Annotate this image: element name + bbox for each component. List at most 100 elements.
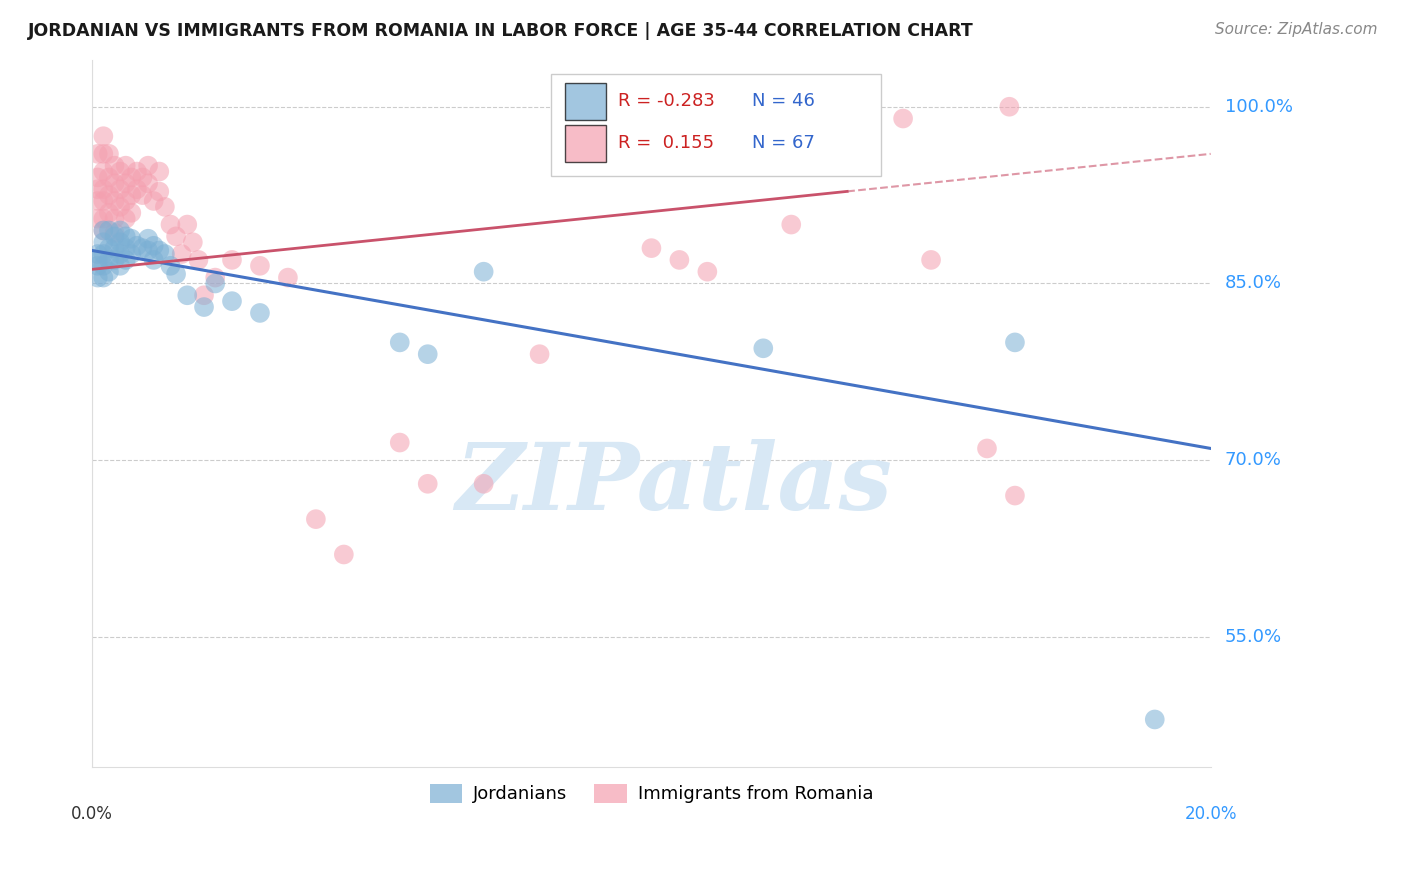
Point [93, 247, 115, 261]
Point [108, 259, 131, 273]
Point [148, 164, 170, 178]
Point [165, 267, 187, 281]
Point [97, 223, 120, 237]
Point [131, 170, 153, 185]
Text: R =  0.155: R = 0.155 [617, 134, 714, 152]
Text: 70.0%: 70.0% [1225, 451, 1281, 469]
Point [108, 164, 131, 178]
Point [93, 223, 115, 237]
Point [529, 347, 551, 361]
Point [120, 232, 142, 246]
Point [148, 244, 170, 258]
Point [416, 347, 439, 361]
Point [125, 164, 148, 178]
Point [87, 194, 110, 208]
Point [249, 259, 271, 273]
Point [305, 512, 328, 526]
Point [120, 188, 142, 202]
Point [120, 247, 142, 261]
Point [696, 265, 718, 279]
Point [187, 252, 209, 267]
Point [142, 194, 165, 208]
Point [148, 185, 170, 199]
Text: N = 67: N = 67 [752, 134, 815, 152]
Point [87, 170, 110, 185]
Point [103, 252, 125, 267]
Point [976, 442, 998, 456]
Point [87, 270, 110, 285]
Point [142, 239, 165, 253]
Point [181, 235, 204, 250]
Point [87, 247, 110, 261]
Point [87, 146, 110, 161]
Text: 20.0%: 20.0% [1184, 805, 1237, 823]
Point [204, 277, 226, 291]
Point [103, 159, 125, 173]
Point [108, 235, 131, 250]
Point [1143, 713, 1166, 727]
Point [97, 241, 120, 255]
Point [103, 177, 125, 191]
Legend: Jordanians, Immigrants from Romania: Jordanians, Immigrants from Romania [422, 777, 880, 811]
Point [998, 100, 1021, 114]
Point [920, 252, 942, 267]
Text: ZIPatlas: ZIPatlas [456, 439, 893, 529]
Point [97, 146, 120, 161]
Point [472, 265, 495, 279]
Point [87, 182, 110, 196]
Text: 0.0%: 0.0% [72, 805, 112, 823]
Point [153, 247, 176, 261]
Point [93, 194, 115, 208]
Point [165, 229, 187, 244]
Point [249, 306, 271, 320]
Point [333, 548, 356, 562]
Point [97, 206, 120, 220]
Point [114, 211, 136, 226]
Point [136, 244, 159, 258]
Point [114, 252, 136, 267]
Point [780, 218, 803, 232]
Point [87, 211, 110, 226]
Point [108, 200, 131, 214]
Point [114, 159, 136, 173]
Point [114, 241, 136, 255]
Point [752, 341, 775, 355]
Point [93, 129, 115, 144]
Point [93, 164, 115, 178]
Point [87, 259, 110, 273]
Point [93, 146, 115, 161]
Text: Source: ZipAtlas.com: Source: ZipAtlas.com [1215, 22, 1378, 37]
Point [388, 335, 411, 350]
Point [277, 270, 299, 285]
Point [193, 300, 215, 314]
Point [136, 232, 159, 246]
Point [1004, 335, 1026, 350]
Point [93, 182, 115, 196]
Point [891, 112, 914, 126]
FancyBboxPatch shape [551, 74, 880, 177]
Text: JORDANIAN VS IMMIGRANTS FROM ROMANIA IN LABOR FORCE | AGE 35-44 CORRELATION CHAR: JORDANIAN VS IMMIGRANTS FROM ROMANIA IN … [28, 22, 974, 40]
Point [176, 218, 198, 232]
Point [97, 252, 120, 267]
Point [159, 218, 181, 232]
Point [93, 270, 115, 285]
Point [1004, 489, 1026, 503]
Point [142, 252, 165, 267]
Point [103, 194, 125, 208]
Point [668, 252, 690, 267]
Point [120, 170, 142, 185]
Point [103, 226, 125, 240]
Point [103, 229, 125, 244]
Point [93, 259, 115, 273]
Point [103, 241, 125, 255]
Point [136, 177, 159, 191]
Point [114, 194, 136, 208]
Point [93, 223, 115, 237]
Point [108, 182, 131, 196]
Point [108, 247, 131, 261]
Text: N = 46: N = 46 [752, 92, 815, 110]
Point [204, 270, 226, 285]
Point [472, 476, 495, 491]
Point [97, 170, 120, 185]
Point [131, 188, 153, 202]
